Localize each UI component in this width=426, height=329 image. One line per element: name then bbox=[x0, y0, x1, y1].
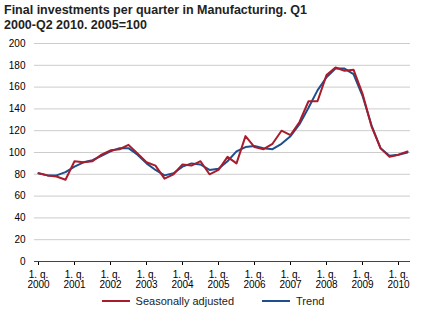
svg-text:20: 20 bbox=[14, 234, 26, 245]
svg-text:40: 40 bbox=[14, 212, 26, 223]
svg-text:1. q.2000: 1. q.2000 bbox=[27, 269, 50, 290]
svg-text:80: 80 bbox=[14, 169, 26, 180]
svg-text:180: 180 bbox=[9, 60, 26, 71]
svg-text:120: 120 bbox=[9, 125, 26, 136]
html-text:Seasonally adjusted: Seasonally adjusted bbox=[135, 295, 235, 307]
svg-text:60: 60 bbox=[14, 190, 26, 201]
svg-text:200: 200 bbox=[9, 38, 26, 49]
html-text:Final investments per quarter: Final investments per quarter in Manufac… bbox=[4, 3, 307, 32]
svg-text:1. q.2002: 1. q.2002 bbox=[99, 269, 122, 290]
svg-text:1. q.2005: 1. q.2005 bbox=[207, 269, 230, 290]
svg-text:140: 140 bbox=[9, 103, 26, 114]
html-text:Trend: Trend bbox=[296, 295, 325, 307]
svg-text:1. q.2006: 1. q.2006 bbox=[243, 269, 266, 290]
svg-text:1. q.2001: 1. q.2001 bbox=[63, 269, 86, 290]
svg-text:1. q.2004: 1. q.2004 bbox=[171, 269, 194, 290]
svg-text:1. q.2008: 1. q.2008 bbox=[315, 269, 338, 290]
svg-text:160: 160 bbox=[9, 81, 26, 92]
svg-text:1. q.2003: 1. q.2003 bbox=[135, 269, 158, 290]
svg-text:1. q.2007: 1. q.2007 bbox=[279, 269, 302, 290]
svg-text:0: 0 bbox=[20, 256, 26, 267]
svg-text:1. q.2009: 1. q.2009 bbox=[351, 269, 374, 290]
svg-text:100: 100 bbox=[9, 147, 26, 158]
svg-text:1. q.2010: 1. q.2010 bbox=[387, 269, 410, 290]
